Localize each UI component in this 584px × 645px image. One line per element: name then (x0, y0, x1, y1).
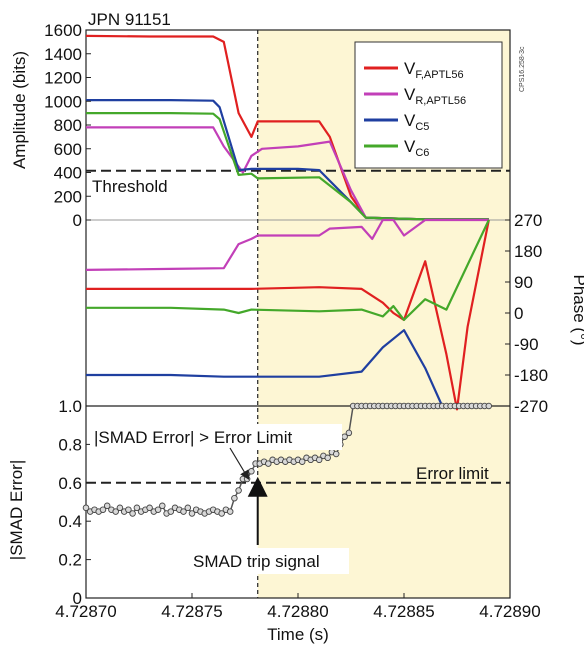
reference-lines (86, 30, 510, 598)
x-tick-label: 4.72875 (161, 602, 222, 621)
amplitude-y-tick-label: 1400 (44, 45, 82, 64)
x-tick-label: 4.72880 (267, 602, 328, 621)
smad-y-label: |SMAD Error| (7, 460, 26, 560)
smad-exceeds-arrow (229, 447, 250, 481)
phase-y-tick-label: 90 (514, 273, 533, 292)
smad-point (133, 504, 141, 512)
smad-point (116, 504, 124, 512)
amplitude-y-tick-label: 1200 (44, 69, 82, 88)
smad-point (218, 510, 225, 517)
smad-y-tick-label: 0.6 (58, 474, 82, 493)
chart-title: JPN 91151 (88, 10, 171, 29)
amplitude-y-tick-label: 800 (54, 116, 82, 135)
smad-point (265, 460, 272, 467)
smad-point (103, 502, 111, 510)
x-tick-label: 4.72890 (479, 602, 540, 621)
smad-point (167, 508, 175, 515)
phase-y-tick-label: -180 (514, 366, 548, 385)
amplitude-y-tick-label: 1000 (44, 92, 82, 111)
amplitude-y-tick-label: 200 (54, 187, 82, 206)
trip-signal-annotation: SMAD trip signal (189, 548, 349, 574)
smad-point (485, 402, 493, 410)
figure-id: CPS16.258-3c (519, 46, 526, 92)
smad-point (129, 510, 136, 517)
amplitude-series-line-3 (86, 111, 489, 221)
amplitude-y-tick-label: 1600 (44, 21, 82, 40)
x-tick-label: 4.72870 (55, 602, 116, 621)
phase-series-line-0 (85, 218, 489, 271)
amplitude-y-tick-label: 400 (54, 164, 82, 183)
phase-y-tick-label: -270 (514, 397, 548, 416)
smad-point (82, 504, 90, 512)
amplitude-y-label: Amplitude (bits) (10, 51, 29, 169)
smad-point (231, 494, 238, 502)
smad-point (184, 504, 192, 512)
phase-y-tick-label: 270 (514, 211, 542, 230)
smad-exceeds-annotation: |SMAD Error| > Error Limit (90, 424, 342, 450)
smad-point (332, 450, 340, 458)
phase-series-line-2 (86, 219, 490, 321)
smad-point (248, 468, 255, 475)
phase-series-line-1 (86, 219, 490, 411)
phase-y-label: Phase (°) (570, 274, 584, 345)
smad-point (315, 456, 323, 464)
x-axis-label: Time (s) (267, 625, 329, 644)
smad-point (345, 429, 353, 437)
smad-point (159, 502, 166, 510)
threshold-label: Threshold (92, 177, 168, 196)
smad-point (298, 458, 306, 465)
smad-y-tick-label: 0.8 (58, 435, 82, 454)
smad-point (154, 506, 162, 513)
axis-ticks: 0 200 400 600 800 1000 1200 1400 1600 -270 -180 -90… (44, 21, 548, 621)
smad-point (188, 510, 196, 517)
smad-point (99, 506, 107, 513)
smad-point (125, 506, 132, 513)
trip-signal-label: SMAD trip signal (193, 552, 320, 571)
error-limit-label: Error limit (416, 464, 489, 483)
phase-y-tick-label: -90 (514, 335, 539, 354)
smad-exceeds-label: |SMAD Error| > Error Limit (94, 428, 292, 447)
x-tick-label: 4.72885 (373, 602, 434, 621)
smad-y-tick-label: 1.0 (58, 397, 82, 416)
amplitude-y-tick-label: 0 (73, 211, 82, 230)
smad-y-tick-label: 0.4 (58, 512, 82, 531)
smad-point (112, 508, 119, 515)
amplitude-y-tick-label: 600 (54, 140, 82, 159)
phase-y-tick-label: 180 (514, 242, 542, 261)
smad-y-tick-label: 0.2 (58, 551, 82, 570)
smad-y-tick-label: 0 (73, 589, 82, 608)
phase-y-tick-label: 0 (514, 304, 523, 323)
amplitude-series (85, 34, 489, 221)
smad-point (146, 504, 153, 512)
smad-point (235, 487, 242, 494)
smad-point (324, 454, 331, 462)
smad-point (226, 508, 234, 515)
smad-point (180, 508, 187, 515)
